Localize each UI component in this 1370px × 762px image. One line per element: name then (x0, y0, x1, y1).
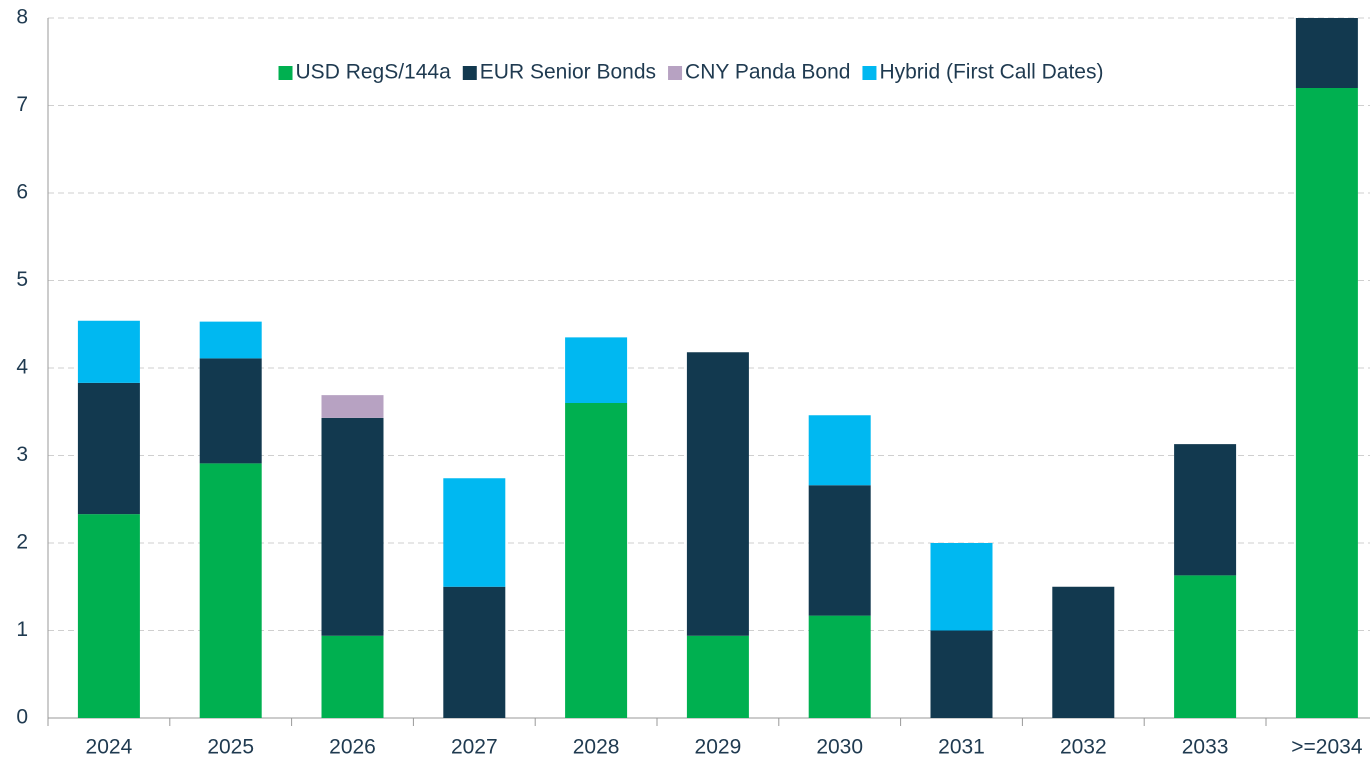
y-tick-label: 2 (16, 531, 28, 554)
x-tick-label: 2031 (938, 736, 985, 759)
y-tick-label: 5 (16, 268, 28, 291)
bar-segment (443, 586, 506, 718)
bar-segment (199, 358, 262, 464)
legend-label: CNY Panda Bond (685, 61, 850, 84)
x-tick-label: 2028 (573, 736, 620, 759)
bar-segment (565, 403, 628, 718)
bar-segment (808, 415, 871, 486)
y-tick-label: 3 (16, 443, 28, 466)
bar-segment (808, 485, 871, 616)
bar-segment (1295, 18, 1358, 88)
y-tick-label: 8 (16, 6, 28, 29)
bar-segment (808, 615, 871, 718)
x-tick-label: 2033 (1182, 736, 1229, 759)
bar-segment (1052, 586, 1115, 718)
bar-segment (930, 543, 993, 631)
bar-segment (321, 395, 384, 418)
bar-segment (77, 320, 140, 383)
y-tick-label: 4 (16, 356, 28, 379)
bar-segment (443, 478, 506, 587)
y-tick-label: 7 (16, 93, 28, 116)
bar-segment (321, 635, 384, 718)
x-tick-label: >=2034 (1291, 736, 1363, 759)
y-tick-label: 1 (16, 618, 28, 641)
bar-segment (930, 630, 993, 718)
bar-segment (686, 352, 749, 636)
bar-segment (199, 463, 262, 718)
y-tick-label: 0 (16, 706, 28, 729)
legend-swatch (462, 66, 477, 80)
bar-segment (77, 514, 140, 718)
legend-swatch (668, 66, 683, 80)
legend-label: USD RegS/144a (296, 61, 452, 84)
x-tick-label: 2030 (816, 736, 863, 759)
bar-segment (199, 321, 262, 359)
bar-segment (686, 635, 749, 718)
bar-segment (1174, 575, 1237, 718)
y-tick-label: 6 (16, 181, 28, 204)
legend-swatch (278, 66, 293, 80)
x-tick-label: 2026 (329, 736, 376, 759)
legend-label: EUR Senior Bonds (480, 61, 656, 84)
x-tick-label: 2025 (207, 736, 254, 759)
x-tick-label: 2029 (695, 736, 742, 759)
x-tick-label: 2027 (451, 736, 498, 759)
bar-segment (1295, 88, 1358, 718)
x-tick-label: 2024 (86, 736, 133, 759)
bar-segment (1174, 444, 1237, 576)
bar-segment (77, 382, 140, 515)
legend-label: Hybrid (First Call Dates) (879, 61, 1103, 84)
bar-segment (321, 417, 384, 636)
legend-swatch (862, 66, 877, 80)
bar-segment (565, 337, 628, 403)
x-tick-label: 2032 (1060, 736, 1107, 759)
